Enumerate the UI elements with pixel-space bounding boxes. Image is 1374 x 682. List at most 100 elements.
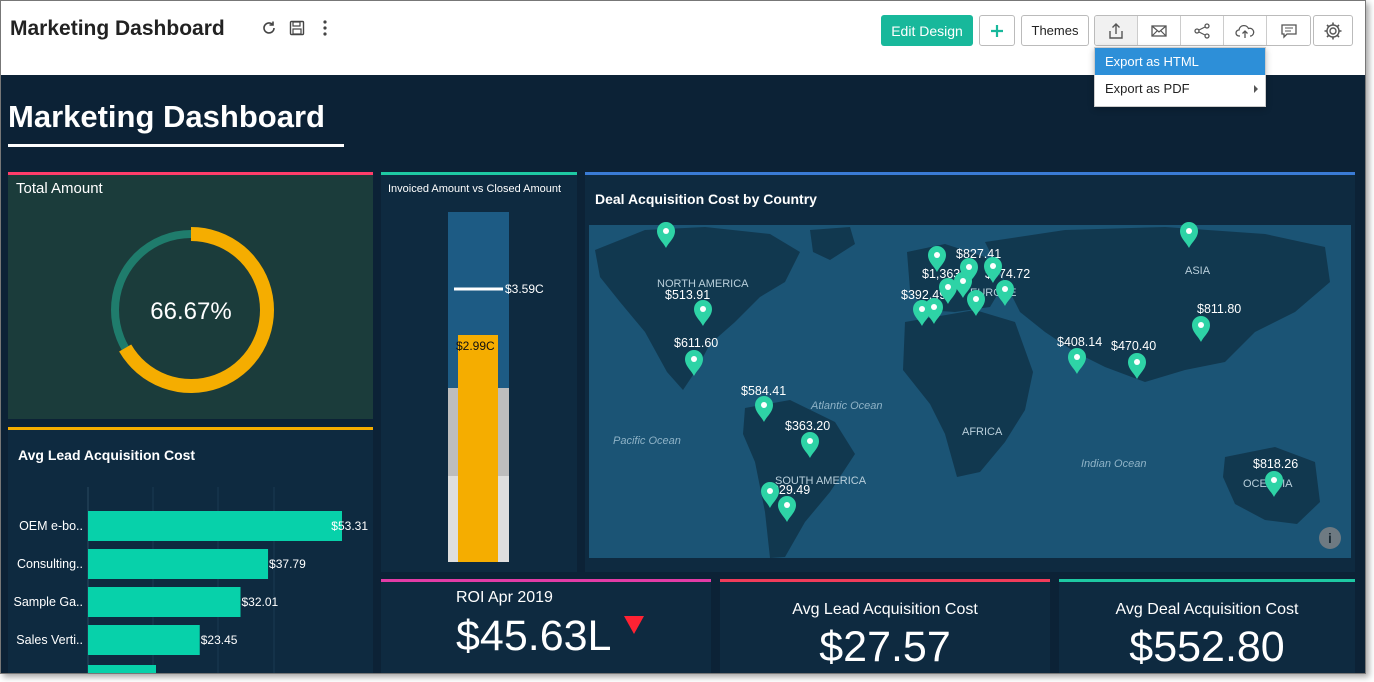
settings-button[interactable] [1313, 15, 1353, 46]
map-pin-dot [1074, 354, 1080, 360]
comment-icon [1280, 23, 1297, 39]
chart-value-label: $53.31 [331, 519, 368, 533]
map-value-labels: $827.41$1,363 $774.72$392.49$513.91$611.6… [665, 247, 1298, 497]
map-pin-icon[interactable] [1265, 471, 1283, 497]
kpi-value: $552.80 [1129, 623, 1285, 671]
avg-lead-kpi-widget[interactable]: Avg Lead Acquisition Cost $27.57 [720, 579, 1050, 673]
export-html-item[interactable]: Export as HTML [1095, 48, 1265, 75]
map-pin-dot [973, 296, 979, 302]
share-button[interactable] [1181, 16, 1224, 45]
map-pin-dot [934, 252, 940, 258]
map-pin-dot [966, 264, 972, 270]
widget-accent-line [8, 427, 373, 430]
widget-title: Avg Lead Acquisition Cost [18, 447, 196, 463]
continent-africa [903, 310, 1033, 477]
map-pin-dot [919, 306, 925, 312]
map-pin-icon[interactable] [925, 298, 943, 324]
map-pin-dot [1134, 359, 1140, 365]
map-pin-icon[interactable] [967, 290, 985, 316]
save-icon[interactable] [287, 18, 307, 38]
chart-category-label: Consulting.. [17, 557, 83, 571]
email-button[interactable] [1138, 16, 1181, 45]
edit-design-button[interactable]: Edit Design [881, 15, 973, 46]
export-button[interactable] [1095, 16, 1138, 45]
kpi-label: ROI Apr 2019 [456, 589, 553, 606]
publish-button[interactable] [1224, 16, 1267, 45]
bullet-value-label: $2.99C [456, 339, 495, 353]
map-pin-dot [1271, 477, 1277, 483]
donut-value: 66.67% [150, 298, 231, 325]
kpi-label: Avg Deal Acquisition Cost [1115, 601, 1299, 618]
map-pin-icon[interactable] [928, 246, 946, 272]
widget-title: Total Amount [16, 180, 103, 197]
region-label-asia: ASIA [1185, 265, 1211, 277]
roi-kpi-widget[interactable]: ROI Apr 2019 $45.63L [381, 579, 711, 673]
total-amount-widget[interactable]: Total Amount 66.67% [8, 172, 373, 419]
widget-accent-line [585, 172, 1355, 175]
map-value-label: $827.41 [956, 247, 1001, 261]
widget-accent-line [381, 172, 577, 175]
widget-title: Invoiced Amount vs Closed Amount [388, 183, 562, 195]
dashboard-canvas: Marketing Dashboard Total Amount 66.67% … [1, 75, 1365, 673]
map-pin-icon[interactable] [954, 272, 972, 298]
map-value-label: $363.20 [785, 419, 830, 433]
invoiced-vs-closed-widget[interactable]: Invoiced Amount vs Closed Amount $3.59C … [381, 172, 577, 572]
map-value-label: $811.80 [1197, 302, 1241, 316]
map-pin-icon[interactable] [685, 350, 703, 376]
map-pin-icon[interactable] [996, 280, 1014, 306]
chart-category-label: Sample Ga.. [14, 595, 83, 609]
world-map: NORTH AMERICA SOUTH AMERICA AFRICA ASIA … [589, 222, 1351, 558]
map-pin-icon[interactable] [1192, 316, 1210, 342]
map-pin-icon[interactable] [1180, 222, 1198, 248]
map-value-label: $470.40 [1111, 339, 1156, 353]
map-value-label: $408.14 [1057, 335, 1102, 349]
kpi-label: Avg Lead Acquisition Cost [792, 601, 978, 618]
avg-deal-kpi-widget[interactable]: Avg Deal Acquisition Cost $552.80 [1059, 579, 1355, 673]
refresh-icon[interactable] [259, 18, 279, 38]
chart-bar[interactable] [88, 511, 342, 541]
map-pin-icon[interactable] [1068, 348, 1086, 374]
kpi-value-text: $45.63L [456, 612, 610, 660]
add-button[interactable] [979, 15, 1015, 46]
more-options-icon[interactable] [315, 18, 335, 38]
map-value-label: $584.41 [741, 384, 786, 398]
deal-cost-map-widget[interactable]: Deal Acquisition Cost by Country NORTH A… [585, 172, 1355, 572]
kpi-value: $45.63L [456, 612, 646, 661]
map-pin-icon[interactable] [801, 432, 819, 458]
themes-button[interactable]: Themes [1021, 15, 1089, 46]
comment-button[interactable] [1267, 16, 1310, 45]
map-pin-dot [1186, 228, 1192, 234]
map-pin-dot [784, 502, 790, 508]
map-markers [657, 222, 1283, 522]
chart-bar[interactable] [88, 625, 200, 655]
map-pin-dot [931, 304, 937, 310]
export-pdf-item[interactable]: Export as PDF [1095, 75, 1265, 102]
map-pin-icon[interactable] [755, 396, 773, 422]
export-icon [1109, 22, 1123, 39]
bullet-chart: $3.59C $2.99C [448, 212, 544, 562]
avg-lead-cost-widget[interactable]: Avg Lead Acquisition Cost OEM e-bo.. $53.… [8, 427, 373, 673]
map-pin-icon[interactable] [761, 482, 779, 508]
plus-icon [991, 24, 1003, 37]
chart-value-label: $32.01 [242, 595, 279, 609]
region-label-north-america: NORTH AMERICA [657, 278, 749, 290]
dashboard-title: Marketing Dashboard [8, 99, 325, 134]
map-pin-icon[interactable] [694, 300, 712, 326]
chart-value-label: $23.45 [201, 633, 238, 647]
info-icon[interactable]: i [1319, 527, 1341, 549]
mail-icon [1151, 24, 1167, 37]
share-icon [1194, 22, 1210, 39]
map-pin-icon[interactable] [1128, 353, 1146, 379]
chart-bar[interactable] [88, 549, 269, 579]
map-pin-icon[interactable] [939, 278, 957, 304]
ocean-label-pacific: Pacific Ocean [613, 435, 681, 447]
chart-bar[interactable] [88, 587, 241, 617]
map-pin-icon[interactable] [960, 258, 978, 284]
donut-chart: 66.67% [111, 227, 274, 393]
map-pin-icon[interactable] [984, 257, 1002, 283]
map-pin-icon[interactable] [778, 496, 796, 522]
cloud-upload-icon [1235, 24, 1255, 38]
region-label-africa: AFRICA [962, 426, 1003, 438]
top-bar: Marketing Dashboard Edit Design Themes [1, 1, 1365, 107]
map-pin-icon[interactable] [657, 222, 675, 248]
